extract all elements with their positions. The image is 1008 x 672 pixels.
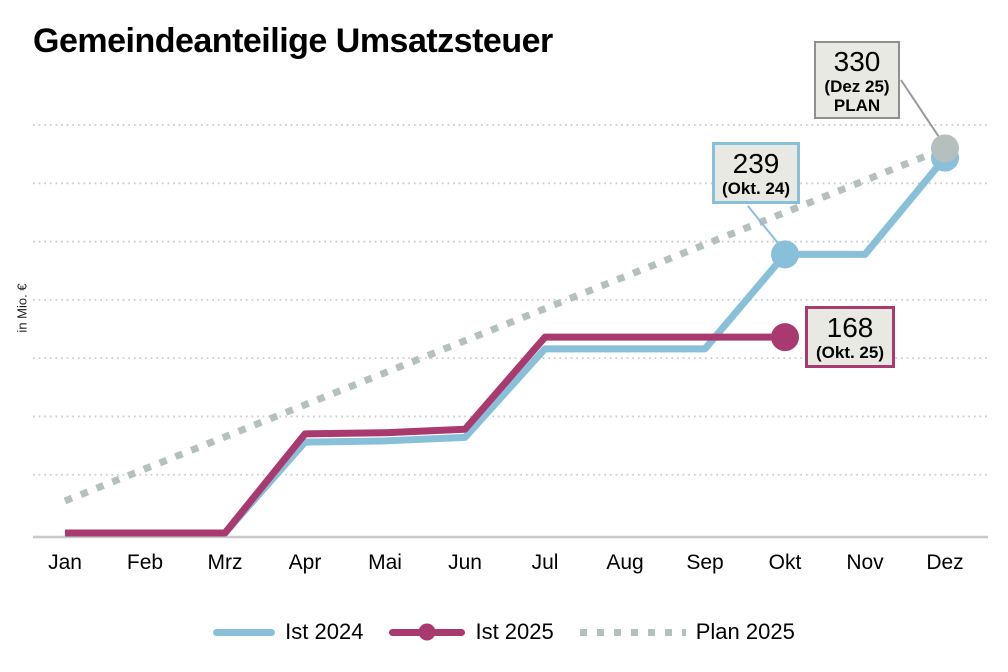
series-line-ist-2025 xyxy=(65,333,785,537)
legend-label-ist-2025: Ist 2025 xyxy=(475,619,554,644)
marker-ist-2025-okt xyxy=(771,323,799,352)
x-tick-mrz: Mrz xyxy=(207,551,243,574)
x-tick-jan: Jan xyxy=(48,551,82,574)
legend-swatch-ist-2024 xyxy=(213,628,276,636)
x-tick-mai: Mai xyxy=(368,551,402,574)
x-tick-dez: Dez xyxy=(926,551,964,574)
x-tick-feb: Feb xyxy=(126,551,164,574)
x-tick-nov: Nov xyxy=(846,551,884,574)
marker-ist-2024-okt xyxy=(771,240,799,269)
legend-swatch-ist-2025 xyxy=(389,623,466,641)
x-tick-okt: Okt xyxy=(768,551,802,574)
x-tick-aug: Aug xyxy=(606,551,644,574)
annotation-period: (Okt. 24) xyxy=(721,179,791,198)
chart-title: Gemeindeanteilige Umsatzsteuer xyxy=(33,22,553,60)
marker-plan-2025-dez xyxy=(931,134,959,163)
annotation-ist-okt-25: 168 (Okt. 25) xyxy=(805,306,895,368)
annotation-value: 168 xyxy=(826,312,874,343)
series-line-plan-2025 xyxy=(63,145,947,505)
legend-item-ist-2024: Ist 2024 xyxy=(213,619,363,645)
annotation-tag: PLAN xyxy=(833,96,881,115)
annotation-ist-okt-24: 239 (Okt. 24) xyxy=(712,142,800,204)
legend-item-plan-2025: Plan 2025 xyxy=(579,619,795,645)
annotation-period: (Okt. 25) xyxy=(815,343,885,362)
legend-marker-dot xyxy=(418,623,436,641)
callout-line-330 xyxy=(900,79,946,147)
legend-label-ist-2024: Ist 2024 xyxy=(285,619,364,644)
legend-label-plan-2025: Plan 2025 xyxy=(695,619,795,644)
legend-swatch-plan-2025 xyxy=(579,628,686,636)
x-tick-sep: Sep xyxy=(686,551,724,574)
x-tick-jun: Jun xyxy=(448,551,482,574)
x-tick-jul: Jul xyxy=(531,551,559,574)
annotation-value: 330 xyxy=(833,46,881,77)
annotation-period: (Dez 25) xyxy=(824,77,890,96)
legend-item-ist-2025: Ist 2025 xyxy=(389,619,554,645)
legend: Ist 2024 Ist 2025 Plan 2025 xyxy=(0,619,1008,645)
x-tick-apr: Apr xyxy=(288,551,322,574)
annotation-plan-dez: 330 (Dez 25) PLAN xyxy=(814,41,900,119)
annotation-value: 239 xyxy=(732,148,780,179)
